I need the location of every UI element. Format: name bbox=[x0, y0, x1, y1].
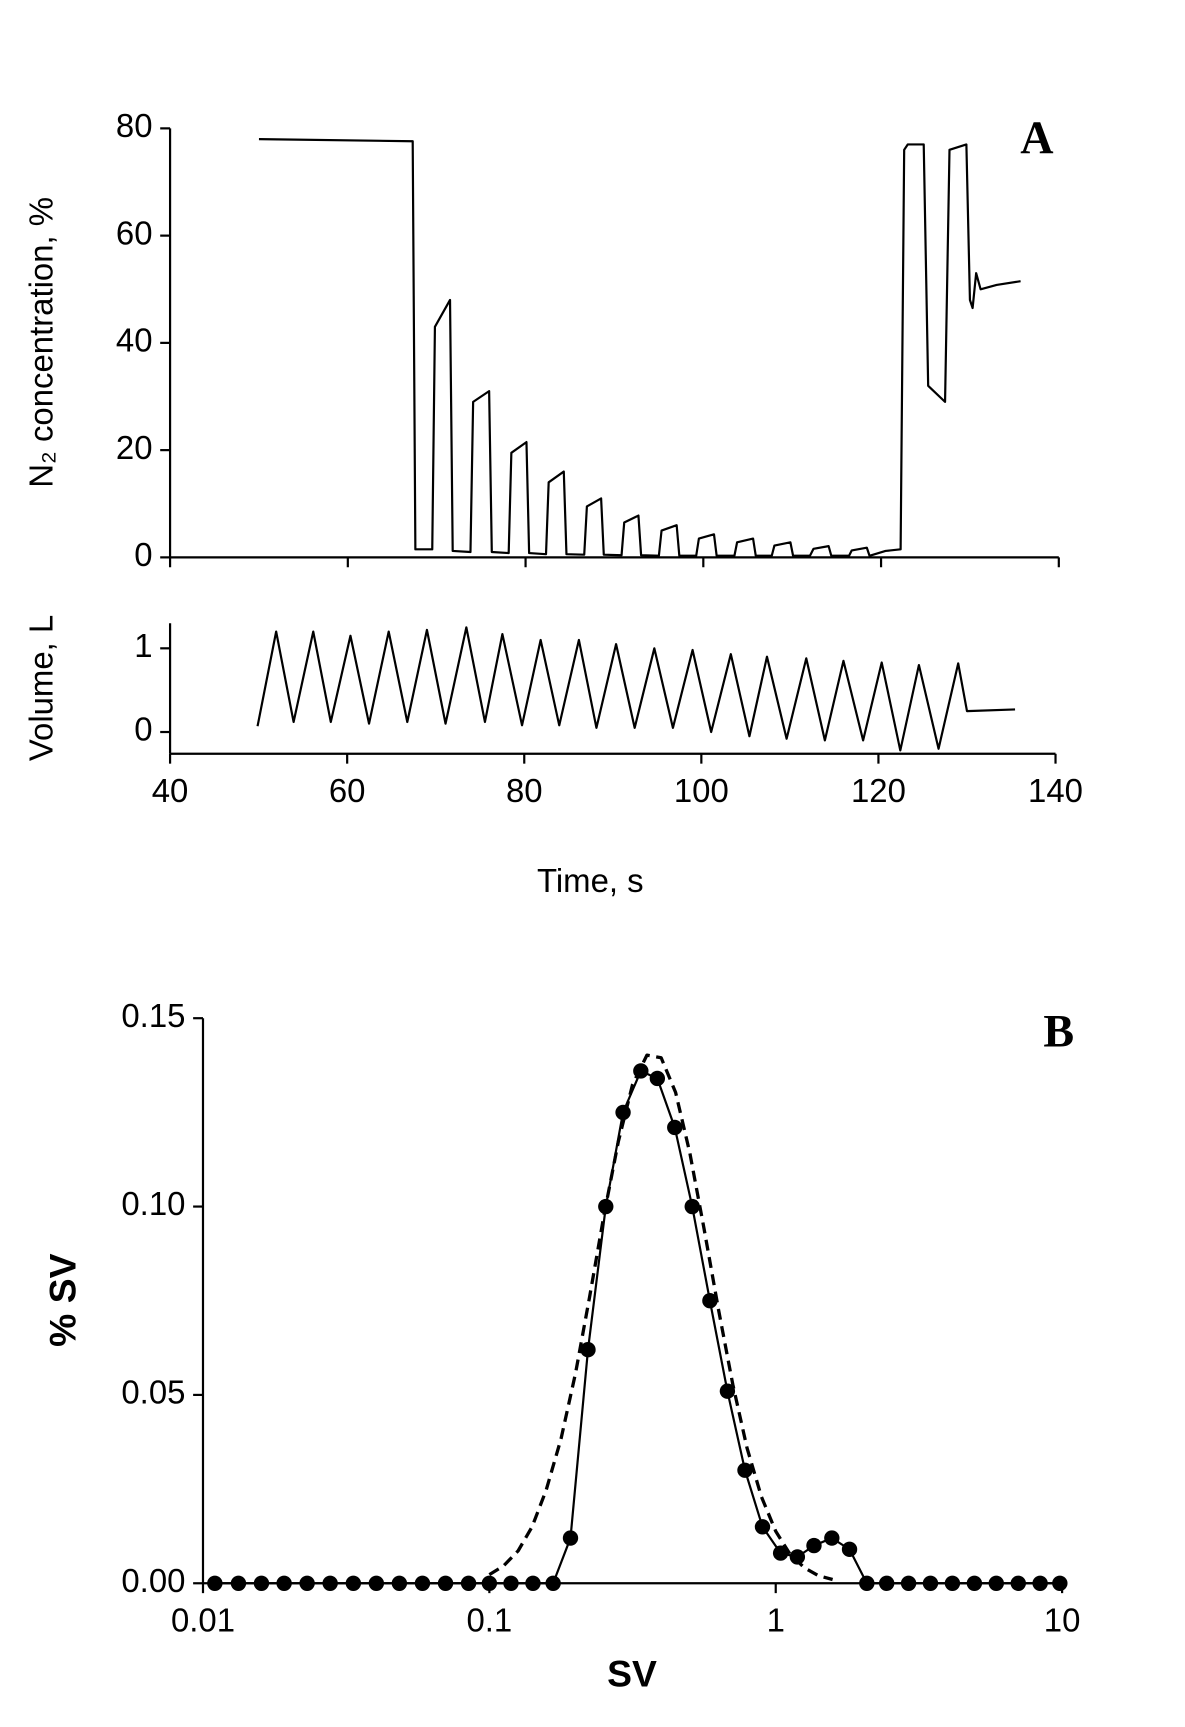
x-tick-label: 140 bbox=[1028, 772, 1083, 809]
data-point bbox=[580, 1342, 596, 1358]
data-point bbox=[966, 1575, 983, 1591]
x-tick-label: 60 bbox=[329, 772, 366, 809]
data-point bbox=[667, 1119, 683, 1136]
x-tick-label: 100 bbox=[674, 772, 729, 809]
panel-label: B bbox=[1043, 1005, 1074, 1056]
data-point bbox=[900, 1575, 917, 1591]
x-axis-label: Time, s bbox=[537, 862, 644, 899]
data-line bbox=[488, 1053, 834, 1582]
data-point bbox=[754, 1519, 771, 1535]
data-point bbox=[460, 1575, 477, 1591]
y-tick-label: 20 bbox=[116, 429, 153, 466]
data-point bbox=[824, 1530, 840, 1546]
data-point bbox=[878, 1575, 895, 1591]
data-line bbox=[258, 138, 1021, 557]
data-point bbox=[481, 1575, 498, 1591]
data-point bbox=[684, 1198, 700, 1215]
y-tick-label: 80 bbox=[116, 107, 153, 144]
y-tick-label: 0.15 bbox=[121, 997, 185, 1034]
data-point bbox=[299, 1575, 315, 1591]
data-point bbox=[368, 1575, 385, 1591]
data-point bbox=[230, 1575, 247, 1591]
y-tick-label: 0 bbox=[134, 711, 152, 748]
panel-label: A bbox=[1020, 112, 1053, 163]
x-tick-label: 0.01 bbox=[171, 1601, 235, 1638]
data-point bbox=[414, 1575, 431, 1591]
data-point bbox=[437, 1575, 454, 1591]
y-tick-label: 0.10 bbox=[121, 1185, 185, 1222]
y-axis-label: N₂ concentration, % bbox=[23, 197, 60, 488]
data-point bbox=[207, 1575, 223, 1591]
data-point bbox=[345, 1575, 362, 1591]
y-tick-label: 0 bbox=[134, 536, 152, 573]
data-point bbox=[789, 1549, 806, 1565]
x-tick-label: 10 bbox=[1044, 1601, 1081, 1638]
data-line bbox=[214, 1069, 1060, 1585]
y-tick-label: 40 bbox=[116, 322, 153, 359]
x-tick-label: 120 bbox=[851, 772, 906, 809]
y-axis-label: % SV bbox=[42, 1253, 84, 1346]
data-point bbox=[253, 1575, 270, 1591]
data-point bbox=[922, 1575, 939, 1591]
data-point bbox=[562, 1530, 579, 1546]
x-tick-label: 80 bbox=[506, 772, 543, 809]
y-tick-label: 1 bbox=[134, 627, 152, 664]
data-point bbox=[988, 1575, 1004, 1591]
data-line bbox=[256, 626, 1016, 752]
data-point bbox=[322, 1575, 338, 1591]
data-point bbox=[702, 1293, 718, 1309]
data-point bbox=[944, 1575, 961, 1591]
data-point bbox=[859, 1575, 875, 1591]
data-point bbox=[772, 1545, 789, 1561]
data-point bbox=[1032, 1575, 1048, 1591]
x-axis-label: SV bbox=[607, 1652, 657, 1694]
data-point bbox=[276, 1575, 292, 1591]
x-tick-label: 0.1 bbox=[466, 1601, 512, 1638]
data-point bbox=[649, 1070, 666, 1087]
data-point bbox=[806, 1537, 822, 1554]
data-point bbox=[545, 1575, 561, 1591]
data-point bbox=[719, 1383, 736, 1399]
data-point bbox=[737, 1462, 753, 1478]
y-tick-label: 0.00 bbox=[121, 1562, 185, 1599]
data-point bbox=[1010, 1575, 1026, 1591]
y-axis-label: Volume, L bbox=[23, 615, 60, 761]
y-tick-label: 60 bbox=[116, 214, 153, 251]
x-tick-label: 1 bbox=[767, 1601, 785, 1638]
x-tick-label: 40 bbox=[152, 772, 189, 809]
data-point bbox=[525, 1575, 541, 1591]
data-point bbox=[841, 1541, 858, 1558]
data-point bbox=[1052, 1575, 1068, 1591]
data-point bbox=[503, 1575, 519, 1591]
y-tick-label: 0.05 bbox=[121, 1374, 185, 1411]
data-point bbox=[391, 1575, 408, 1591]
